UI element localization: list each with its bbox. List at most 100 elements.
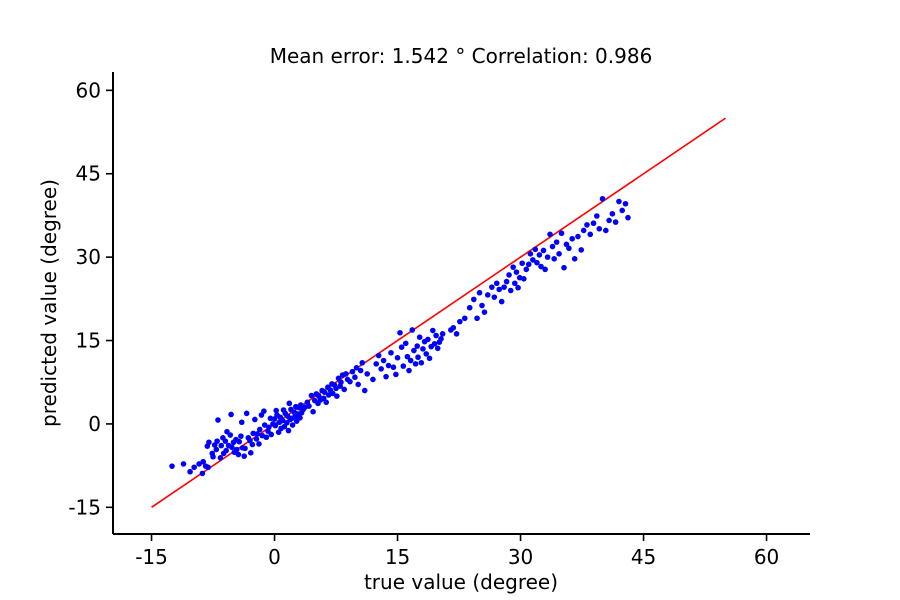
data-point xyxy=(501,284,507,290)
x-tick-label: 15 xyxy=(385,545,410,569)
data-point xyxy=(542,266,548,273)
data-point xyxy=(199,470,206,477)
data-point xyxy=(430,327,436,334)
data-point xyxy=(540,247,547,254)
data-point xyxy=(553,239,560,245)
data-point xyxy=(433,332,439,339)
data-point xyxy=(227,432,234,438)
data-point xyxy=(241,453,247,459)
data-point xyxy=(217,455,224,461)
data-point xyxy=(355,381,361,388)
data-point xyxy=(493,280,500,287)
x-axis-label: true value (degree) xyxy=(364,570,558,594)
y-tick-label: 15 xyxy=(76,329,101,353)
data-point xyxy=(461,315,468,322)
data-point xyxy=(512,280,518,287)
data-point xyxy=(200,458,206,465)
data-point xyxy=(234,446,240,453)
data-point xyxy=(210,453,216,460)
data-point xyxy=(308,392,315,399)
data-point xyxy=(466,304,473,311)
data-point xyxy=(434,345,441,352)
data-point xyxy=(352,374,358,381)
data-point xyxy=(370,376,376,383)
data-point xyxy=(530,257,536,263)
data-point xyxy=(250,430,257,437)
data-point xyxy=(510,264,516,270)
data-point xyxy=(343,371,349,377)
data-point xyxy=(587,231,594,238)
data-point xyxy=(169,463,175,469)
data-point xyxy=(333,385,339,392)
data-point xyxy=(453,331,460,337)
data-point xyxy=(603,227,609,234)
y-tick-label: -15 xyxy=(68,495,101,519)
data-point xyxy=(268,431,275,438)
data-point xyxy=(223,447,229,454)
x-tick-label: -15 xyxy=(135,545,168,569)
data-point xyxy=(397,329,403,336)
data-point xyxy=(394,354,401,361)
data-point xyxy=(289,422,296,428)
data-point xyxy=(361,387,368,394)
data-point xyxy=(214,438,220,444)
data-point xyxy=(261,408,267,414)
data-point xyxy=(256,441,262,447)
data-point xyxy=(544,254,551,260)
data-point xyxy=(321,389,328,396)
data-point xyxy=(594,213,600,219)
data-point xyxy=(266,424,272,431)
data-point xyxy=(261,422,268,428)
data-point xyxy=(373,361,380,367)
x-tick-label: 30 xyxy=(508,545,533,569)
data-point xyxy=(619,207,626,214)
data-point xyxy=(388,349,394,356)
data-point xyxy=(439,331,446,337)
x-tick-label: 45 xyxy=(631,545,656,569)
data-point xyxy=(471,296,477,303)
data-point xyxy=(523,266,530,273)
data-point xyxy=(491,294,498,300)
chart-title: Mean error: 1.542 ° Correlation: 0.986 xyxy=(270,44,653,68)
y-tick-label: 0 xyxy=(88,412,101,436)
data-point xyxy=(364,371,371,377)
data-point xyxy=(431,341,438,347)
data-point xyxy=(479,302,485,309)
data-point xyxy=(180,461,187,467)
data-point xyxy=(297,415,303,421)
data-point xyxy=(341,386,348,393)
data-point xyxy=(415,354,421,361)
data-point xyxy=(375,352,382,359)
data-point xyxy=(249,441,256,448)
data-point xyxy=(256,426,263,433)
data-point xyxy=(229,444,235,451)
data-point xyxy=(191,464,197,471)
data-point xyxy=(580,227,587,234)
data-point xyxy=(450,324,457,331)
data-point xyxy=(503,278,510,285)
data-point xyxy=(187,468,193,475)
data-point xyxy=(566,245,572,252)
plot-area xyxy=(151,117,726,508)
data-point xyxy=(393,371,399,378)
data-point xyxy=(247,450,254,456)
data-point xyxy=(286,400,293,407)
data-point xyxy=(558,230,565,237)
data-point xyxy=(515,284,521,291)
data-point xyxy=(420,346,426,352)
data-point xyxy=(329,390,336,397)
data-point xyxy=(481,309,488,315)
data-point xyxy=(409,327,416,333)
data-point xyxy=(438,336,444,342)
data-point xyxy=(606,217,612,224)
data-point xyxy=(272,422,279,429)
data-point xyxy=(527,251,534,257)
data-point xyxy=(206,439,212,446)
data-point xyxy=(334,393,340,399)
x-tick-label: 0 xyxy=(268,545,281,569)
data-point xyxy=(306,403,312,409)
axes xyxy=(112,72,810,535)
data-point xyxy=(476,289,483,296)
data-point xyxy=(196,461,202,467)
